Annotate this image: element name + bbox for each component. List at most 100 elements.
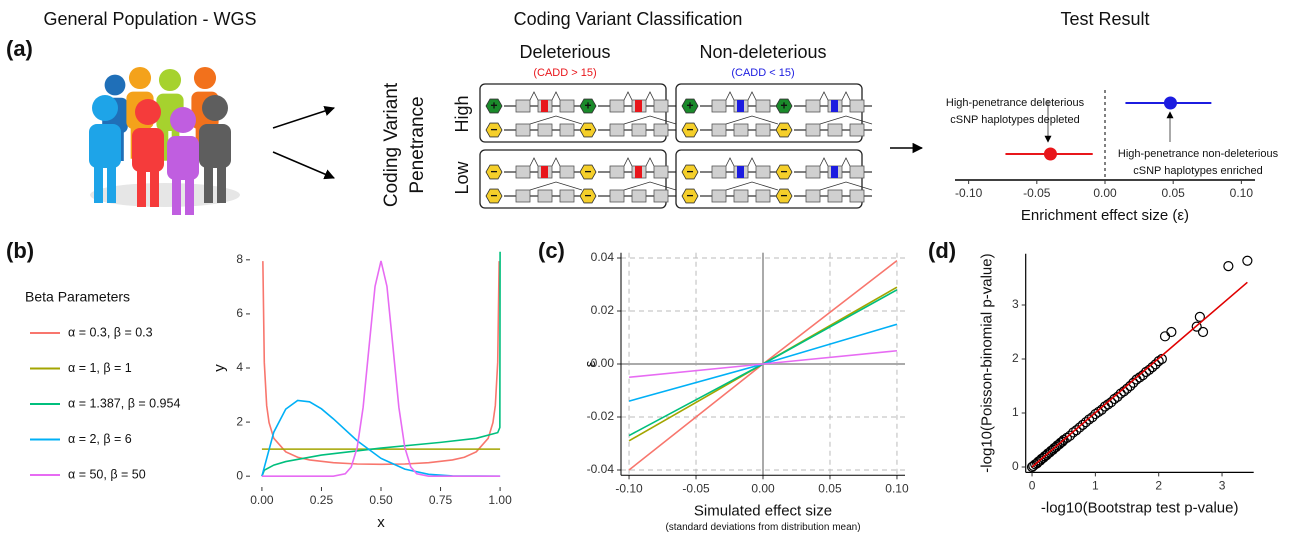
point bbox=[1109, 393, 1120, 405]
haplotype-hexagon bbox=[579, 122, 597, 138]
exon bbox=[609, 99, 625, 113]
chart-title: Test Result bbox=[1060, 9, 1149, 29]
hexagon-sign: − bbox=[686, 123, 693, 137]
exon bbox=[805, 99, 821, 113]
haplotype-hexagon bbox=[485, 164, 503, 180]
shadow bbox=[90, 183, 240, 207]
exon bbox=[805, 189, 821, 203]
x-axis-note: (standard deviations from distribution m… bbox=[665, 522, 860, 533]
variant bbox=[541, 166, 548, 178]
variant bbox=[831, 100, 838, 112]
row-label: High bbox=[452, 95, 472, 132]
hexagon-sign: − bbox=[686, 165, 693, 179]
splice bbox=[529, 91, 561, 101]
point bbox=[1039, 451, 1050, 462]
column-label: Non-deleterious bbox=[699, 42, 826, 62]
point bbox=[1153, 356, 1164, 367]
exon bbox=[849, 99, 865, 113]
variant bbox=[635, 166, 642, 178]
point bbox=[1074, 422, 1085, 433]
x-tick-label: 0.05 bbox=[1162, 186, 1186, 200]
annotation: High-penetrance deleterious bbox=[946, 97, 1085, 109]
exon bbox=[805, 123, 821, 137]
x-tick-label: 0.05 bbox=[818, 481, 842, 495]
row-label: Low bbox=[452, 160, 472, 194]
point bbox=[1033, 456, 1044, 467]
point bbox=[1055, 437, 1066, 448]
haplotype-hexagon bbox=[681, 98, 699, 114]
point bbox=[1045, 445, 1057, 456]
hexagon-sign: − bbox=[780, 165, 787, 179]
exon bbox=[805, 165, 821, 179]
exon bbox=[711, 123, 727, 137]
person-head bbox=[170, 107, 196, 133]
hexagon-sign: − bbox=[490, 189, 497, 203]
x-tick-label: 3 bbox=[1219, 479, 1226, 493]
point bbox=[1115, 388, 1126, 399]
point bbox=[1102, 399, 1114, 410]
x-tick-label: -0.10 bbox=[955, 186, 983, 200]
x-tick-label: 0.00 bbox=[751, 481, 775, 495]
person-leg bbox=[217, 163, 226, 203]
person-leg bbox=[204, 163, 213, 203]
series-line bbox=[261, 260, 501, 477]
exon bbox=[849, 189, 865, 203]
person-body bbox=[132, 128, 164, 172]
haplotype-hexagon bbox=[775, 188, 793, 204]
panel-label: (d) bbox=[928, 238, 956, 263]
x-tick-label: 0.75 bbox=[429, 493, 453, 507]
exon bbox=[559, 189, 575, 203]
y-tick-label: 1 bbox=[1012, 405, 1019, 419]
x-axis-label: x bbox=[377, 514, 385, 531]
person-leg bbox=[150, 167, 159, 207]
exon bbox=[733, 189, 749, 203]
x-tick-label: 1 bbox=[1092, 479, 1099, 493]
exon bbox=[609, 123, 625, 137]
y-tick-label: 0.04 bbox=[591, 250, 615, 264]
legend-label: α = 50, β = 50 bbox=[68, 467, 146, 481]
splice bbox=[529, 157, 561, 167]
splice bbox=[819, 181, 873, 191]
y-tick-label: 2 bbox=[1012, 351, 1019, 365]
point bbox=[1096, 404, 1107, 415]
haplotype-hexagon bbox=[579, 188, 597, 204]
exon bbox=[537, 123, 553, 137]
point bbox=[1061, 432, 1072, 443]
hexagon-sign: + bbox=[490, 99, 497, 113]
y-axis-label: ε bbox=[582, 360, 599, 367]
annotation: cSNP haplotypes depleted bbox=[950, 114, 1079, 126]
legend-label: α = 1.387, β = 0.954 bbox=[68, 396, 180, 410]
person-leg bbox=[137, 167, 146, 207]
exon bbox=[537, 189, 553, 203]
exon bbox=[711, 99, 727, 113]
exon bbox=[559, 123, 575, 137]
point bbox=[1083, 414, 1095, 425]
series-line bbox=[261, 251, 501, 477]
x-tick-label: 0.00 bbox=[250, 493, 274, 507]
hexagon-sign: − bbox=[584, 123, 591, 137]
exon bbox=[711, 165, 727, 179]
exon bbox=[755, 123, 771, 137]
hexagon-sign: − bbox=[780, 189, 787, 203]
point bbox=[1071, 425, 1082, 436]
exon bbox=[755, 165, 771, 179]
splice bbox=[819, 157, 851, 167]
point bbox=[1030, 459, 1041, 470]
haplotype-hexagon bbox=[681, 164, 699, 180]
person-leg bbox=[107, 163, 116, 203]
y-axis-label: -log10(Poisson-binomial p-value) bbox=[979, 253, 996, 472]
exon bbox=[515, 123, 531, 137]
exon bbox=[827, 123, 843, 137]
classification-title: Coding Variant Classification bbox=[514, 9, 743, 29]
exon bbox=[849, 123, 865, 137]
legend-title: Beta Parameters bbox=[25, 289, 130, 305]
annotation: High-penetrance non-deleterious bbox=[1118, 148, 1279, 160]
x-tick-label: -0.05 bbox=[1023, 186, 1051, 200]
person-head bbox=[193, 66, 217, 90]
series-line bbox=[628, 349, 898, 379]
point bbox=[1093, 406, 1104, 418]
person-leg bbox=[160, 126, 169, 161]
person-body bbox=[89, 124, 121, 168]
x-tick-label: 0.00 bbox=[1093, 186, 1117, 200]
x-tick-label: 0.50 bbox=[369, 493, 393, 507]
